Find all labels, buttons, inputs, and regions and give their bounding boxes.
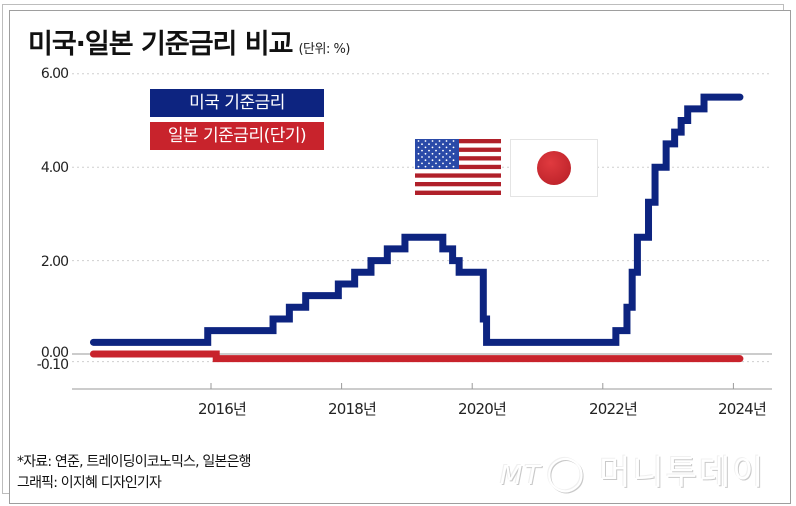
y-tick-0: 0.00 (40, 345, 69, 361)
x-tick-2018: 2018년 (328, 400, 377, 418)
watermark-mt: MT (500, 461, 543, 491)
japan-flag-sun (537, 151, 571, 185)
x-tick-2024: 2024년 (718, 400, 767, 418)
source-line: *자료: 연준, 트레이딩이코노믹스, 일본은행 (17, 454, 252, 470)
japan-rate-line (89, 350, 744, 363)
watermark-name: 머니투데이 (599, 453, 766, 493)
us-rate-line (89, 93, 744, 346)
watermark-logo: MT ◯ 머니투데이 (500, 445, 766, 494)
watermark-swoosh-icon: ◯ (546, 453, 600, 493)
legend-japan: 일본 기준금리(단기) (150, 122, 324, 150)
unit-label: (단위: %) (298, 42, 350, 57)
title-text: 미국·일본 기준금리 비교 (28, 29, 293, 60)
y-tick-neg0.1: -0.10 (36, 357, 69, 373)
japan-flag-icon (510, 139, 598, 197)
y-tick-2: 2.00 (40, 254, 69, 270)
credit-line: 그래픽: 이지혜 디자인기자 (17, 475, 162, 491)
chart-frame (9, 10, 791, 504)
x-tick-2020: 2020년 (458, 400, 507, 418)
us-flag-icon (415, 139, 501, 195)
x-axis (72, 383, 772, 390)
legend-us: 미국 기준금리 (150, 89, 324, 117)
chart-title: 미국·일본 기준금리 비교 (단위: %) (28, 22, 350, 61)
y-tick-4: 4.00 (40, 160, 69, 176)
source-note: *자료: 연준, 트레이딩이코노믹스, 일본은행 그래픽: 이지혜 디자인기자 (17, 452, 252, 494)
x-tick-2016: 2016년 (198, 400, 247, 418)
x-tick-2022: 2022년 (589, 400, 638, 418)
y-tick-6: 6.00 (40, 66, 69, 82)
